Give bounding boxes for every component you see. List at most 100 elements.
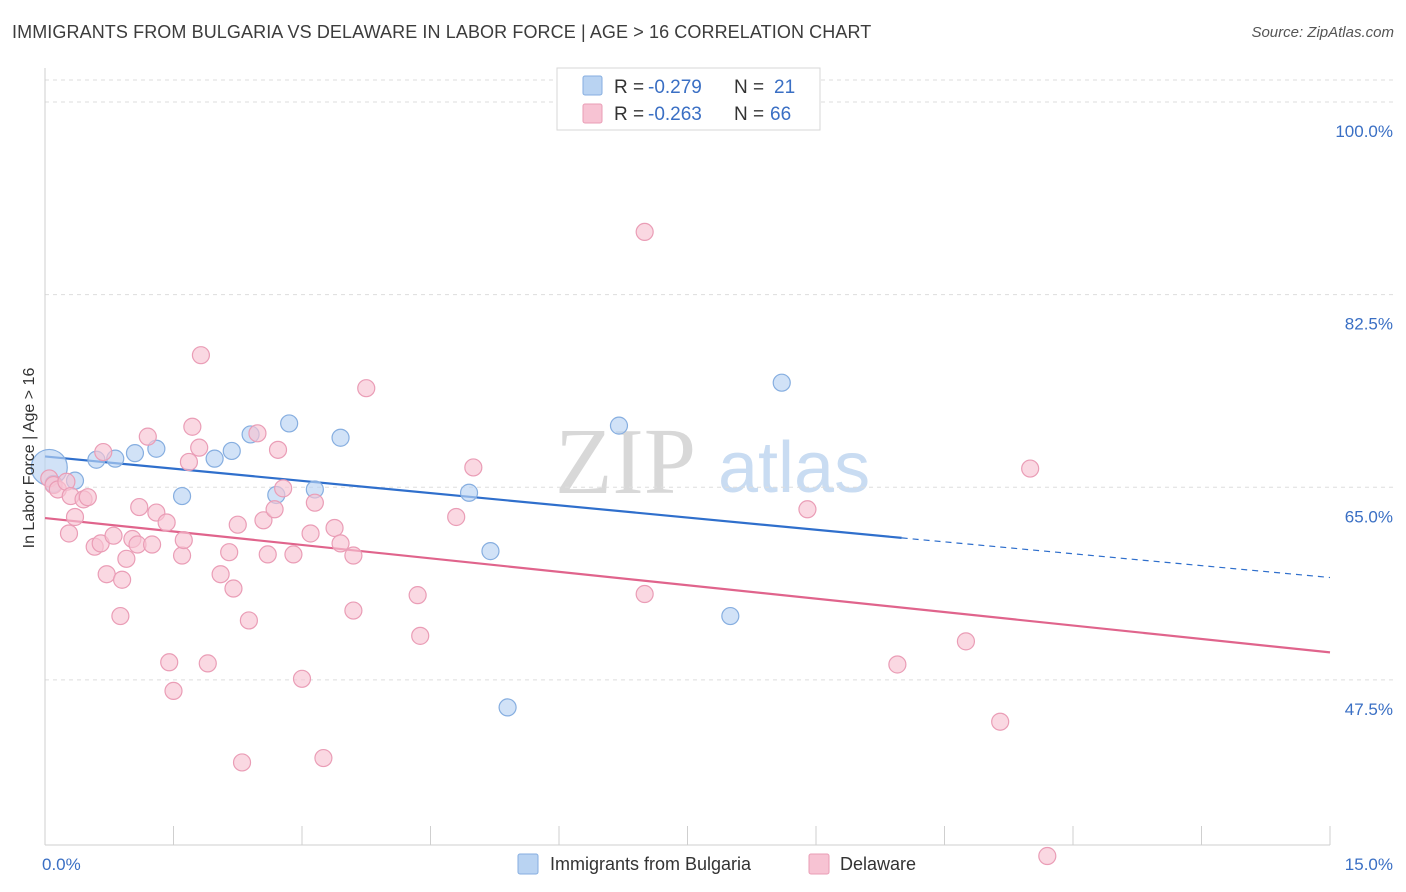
legend-r-value-2: -0.263	[648, 104, 702, 125]
series-legend: Immigrants from Bulgaria Delaware	[517, 853, 916, 875]
point-delaware	[248, 424, 267, 443]
point-delaware	[138, 427, 157, 446]
point-bulgaria	[172, 486, 192, 506]
point-delaware	[164, 681, 183, 700]
point-bulgaria	[459, 483, 479, 502]
point-delaware	[112, 570, 132, 589]
point-delaware	[325, 518, 344, 538]
legend-n-value-2: 66	[770, 104, 791, 125]
legend-swatch-blue	[582, 75, 603, 96]
point-delaware	[142, 535, 162, 554]
point-delaware	[1038, 846, 1057, 866]
series-label-delaware: Delaware	[840, 854, 916, 874]
point-bulgaria	[280, 414, 299, 433]
trend-line-delaware	[44, 516, 1331, 654]
y-tick-label: 100.0%	[1335, 122, 1393, 141]
point-delaware	[232, 753, 252, 772]
chart-title: IMMIGRANTS FROM BULGARIA VS DELAWARE IN …	[12, 22, 872, 42]
point-delaware	[174, 531, 193, 550]
point-delaware	[239, 611, 258, 630]
point-delaware	[292, 669, 312, 688]
legend-n-value-1: 21	[774, 77, 795, 98]
point-delaware	[331, 534, 350, 553]
point-delaware	[635, 222, 654, 241]
point-bulgaria	[498, 698, 517, 717]
y-tick-label: 65.0%	[1345, 507, 1393, 526]
legend-r-value-1: -0.279	[648, 77, 702, 98]
point-delaware	[258, 545, 277, 564]
point-delaware	[117, 549, 136, 568]
point-delaware	[301, 524, 320, 543]
point-delaware	[78, 488, 97, 507]
point-delaware	[1021, 459, 1040, 478]
point-delaware	[798, 500, 817, 519]
legend-n-label-1: N =	[734, 77, 764, 98]
point-bulgaria	[222, 441, 241, 461]
legend-r-label-1: R =	[614, 77, 644, 98]
y-axis-title: In Labor Force | Age > 16	[21, 368, 38, 549]
point-delaware	[111, 606, 130, 626]
point-delaware	[956, 632, 976, 651]
point-delaware	[191, 346, 211, 365]
point-delaware	[97, 565, 116, 584]
point-delaware	[464, 458, 483, 477]
y-tick-label: 82.5%	[1345, 315, 1393, 334]
point-delaware	[224, 579, 243, 598]
point-delaware	[635, 584, 654, 604]
point-delaware	[284, 545, 303, 564]
point-bulgaria	[331, 428, 350, 447]
point-delaware	[172, 546, 192, 565]
point-delaware	[254, 511, 273, 530]
point-delaware	[357, 379, 376, 398]
point-delaware	[274, 479, 293, 498]
point-delaware	[104, 526, 123, 545]
point-delaware	[268, 440, 288, 459]
point-delaware	[408, 586, 427, 605]
series-swatch-bulgaria	[517, 853, 539, 875]
point-delaware	[265, 500, 284, 519]
tick-labels: 47.5% 65.0% 82.5% 100.0% 0.0% 15.0%	[42, 122, 1393, 874]
point-delaware	[411, 626, 430, 645]
point-delaware	[447, 507, 466, 527]
data-points	[30, 222, 1057, 866]
x-tick-label-min: 0.0%	[42, 855, 81, 874]
point-bulgaria	[125, 444, 145, 463]
point-delaware	[305, 493, 324, 512]
correlation-legend: R = -0.279 N = 21 R = -0.263 N = 66	[556, 67, 821, 131]
legend-r-label-2: R =	[614, 104, 644, 125]
watermark-atlas: atlas	[718, 428, 870, 508]
point-bulgaria	[481, 542, 500, 561]
gridlines	[45, 79, 1393, 681]
point-delaware	[190, 438, 209, 457]
y-tick-label: 47.5%	[1345, 700, 1393, 719]
point-delaware	[59, 524, 79, 543]
point-delaware	[991, 712, 1010, 731]
point-delaware	[157, 513, 176, 532]
trend-line-bulgaria-extrapolated	[901, 537, 1331, 579]
point-delaware	[314, 748, 333, 768]
series-swatch-delaware	[808, 853, 830, 875]
point-delaware	[211, 565, 230, 584]
point-bulgaria	[205, 449, 224, 468]
point-delaware	[160, 653, 179, 672]
point-delaware	[344, 546, 363, 565]
point-delaware	[183, 417, 202, 436]
chart-source: Source: ZipAtlas.com	[1251, 24, 1394, 41]
legend-swatch-pink	[582, 103, 603, 124]
point-bulgaria	[609, 416, 629, 435]
point-delaware	[198, 654, 217, 673]
point-delaware	[65, 507, 85, 527]
legend-n-label-2: N =	[734, 104, 764, 125]
point-delaware	[888, 655, 907, 674]
point-bulgaria	[772, 373, 791, 392]
point-delaware	[220, 543, 239, 562]
point-bulgaria	[721, 606, 740, 626]
point-delaware	[130, 497, 149, 517]
point-delaware	[179, 452, 199, 472]
point-delaware	[228, 515, 247, 534]
x-tick-label-max: 15.0%	[1345, 855, 1393, 874]
point-delaware	[344, 601, 363, 620]
point-delaware	[94, 442, 113, 462]
series-label-bulgaria: Immigrants from Bulgaria	[550, 854, 752, 874]
